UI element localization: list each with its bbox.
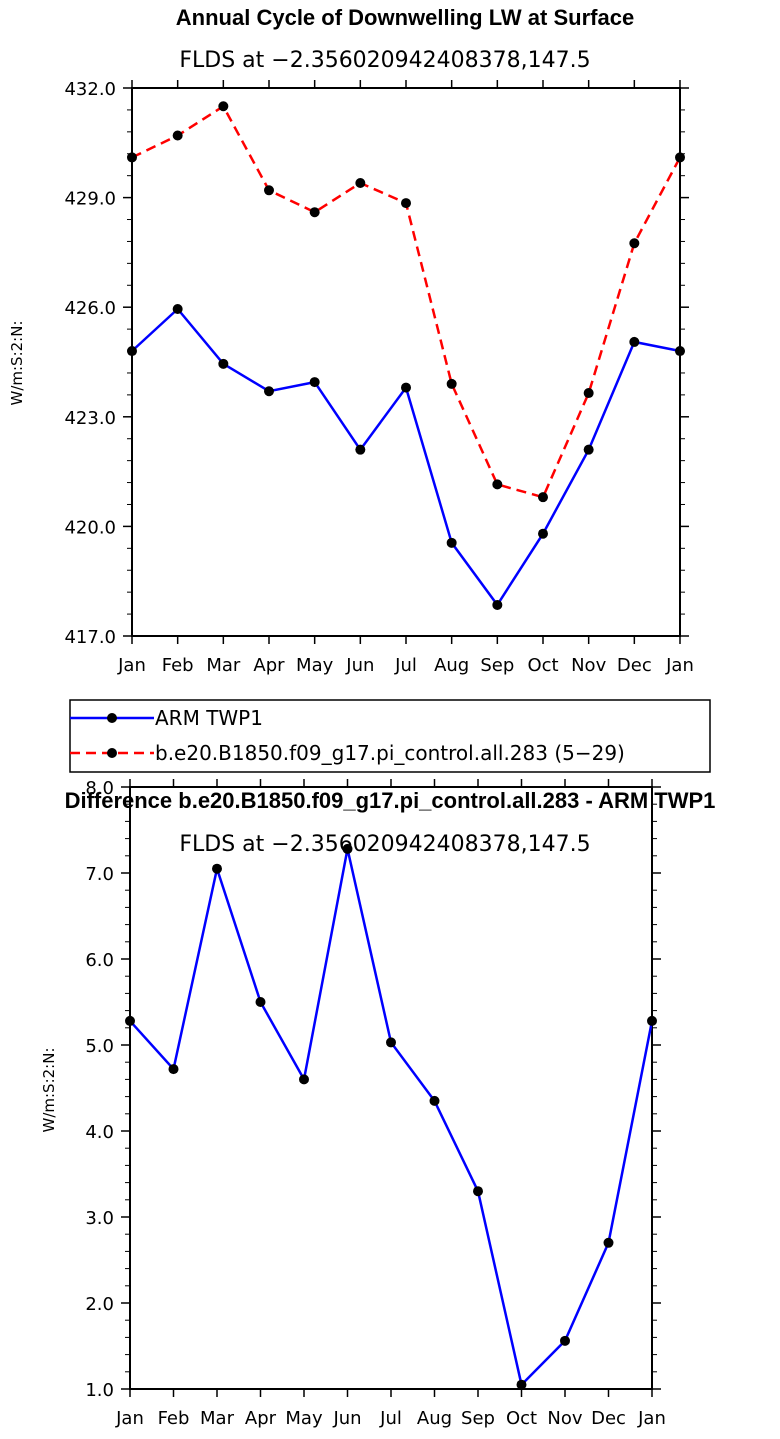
chart1-series-1-point — [218, 101, 229, 112]
chart2-xtick-label: Jan — [637, 1408, 666, 1429]
chart1-series-1-point — [675, 152, 685, 163]
chart2-series-0-point — [603, 1237, 614, 1248]
chart1-series-0-point — [218, 358, 229, 369]
chart2-title: Difference b.e20.B1850.f09_g17.pi_contro… — [65, 788, 716, 813]
chart2-ytick-label: 2.0 — [85, 1294, 114, 1315]
legend-label-model: b.e20.B1850.f09_g17.pi_control.all.283 (… — [155, 741, 625, 765]
chart1-series-0-point — [355, 444, 366, 455]
chart1-xtick-label: Jun — [345, 655, 374, 676]
chart1-series-0-point — [538, 528, 548, 539]
chart1-xtick-label: Apr — [253, 655, 285, 676]
chart1-xtick-label: Sep — [480, 655, 514, 676]
chart1-series-1-point — [127, 152, 137, 163]
chart1-xtick-label: Feb — [162, 655, 194, 676]
chart2-xtick-label: Aug — [417, 1408, 452, 1429]
chart1-series-1-point — [583, 388, 594, 399]
legend-label-arm: ARM TWP1 — [155, 706, 263, 730]
chart1-plot-frame — [131, 87, 681, 637]
chart1-series-0-point — [583, 444, 594, 455]
chart2-xtick-label: Feb — [158, 1408, 190, 1429]
chart2-ytick-label: 5.0 — [85, 1036, 114, 1057]
chart1-series-0-point — [127, 346, 137, 357]
chart1-ytick-label: 423.0 — [64, 408, 116, 429]
chart2-series-0-point — [168, 1064, 179, 1075]
chart2-subtitle: FLDS at −2.356020942408378,147.5 — [179, 832, 590, 857]
chart2-ytick-label: 3.0 — [85, 1208, 114, 1229]
chart1-xtick-label: May — [296, 655, 334, 676]
chart2-xtick-label: Nov — [547, 1408, 582, 1429]
chart2-series-0-point — [255, 997, 266, 1007]
chart2-ytick-label: 6.0 — [85, 950, 114, 971]
chart1-ytick-label: 429.0 — [64, 189, 116, 210]
legend-marker-model — [107, 748, 117, 758]
chart1-series-1-point — [355, 177, 366, 188]
chart1-series-0-point — [675, 346, 685, 357]
chart1-series-1-point — [629, 238, 640, 249]
chart2-ytick-label: 1.0 — [85, 1380, 114, 1401]
chart2-series-0-point — [647, 1015, 657, 1026]
chart2-series-0-point — [342, 843, 353, 854]
chart1-series-1-point — [309, 207, 320, 218]
chart1-series-line-0 — [131, 307, 681, 608]
chart1-series-1-point — [172, 130, 183, 141]
chart1-series-0-point — [309, 377, 320, 388]
chart1-series-1-point — [538, 492, 548, 503]
chart1-series-0-point — [172, 304, 183, 315]
chart2-xtick-label: Oct — [506, 1408, 537, 1429]
chart2-series-0-point — [299, 1074, 309, 1085]
chart1-ylabel: W/m:S:2:N: — [8, 321, 26, 406]
chart1-xtick-label: Nov — [571, 655, 606, 676]
chart1-series-1-point — [401, 198, 411, 209]
chart1-ytick-label: 417.0 — [64, 627, 116, 648]
chart1-series-1-point — [264, 185, 274, 196]
chart2-xtick-label: Dec — [591, 1408, 626, 1429]
chart2-series-0-point — [516, 1379, 527, 1390]
chart2-xtick-label: Mar — [200, 1408, 235, 1429]
chart1-xtick-label: Dec — [617, 655, 652, 676]
chart2-series-0-point — [386, 1037, 396, 1048]
chart2-xtick-label: Jun — [332, 1408, 361, 1429]
chart2-xtick-label: Apr — [245, 1408, 277, 1429]
chart1-series-0-point — [401, 382, 411, 393]
chart1-series-1-point — [446, 378, 457, 389]
chart2-plot-frame — [129, 786, 653, 1390]
chart1-ytick-label: 426.0 — [64, 298, 116, 319]
chart1-series-0-point — [446, 537, 457, 548]
chart2-ytick-label: 8.0 — [85, 778, 114, 799]
chart2-xtick-label: Sep — [461, 1408, 495, 1429]
chart1-xtick-label: Jul — [394, 655, 417, 676]
chart2-ylabel: W/m:S:2:N: — [40, 1048, 58, 1133]
chart1-series-line-1 — [131, 104, 682, 499]
legend: ARM TWP1 b.e20.B1850.f09_g17.pi_control.… — [69, 699, 711, 773]
chart2-series-0-point — [560, 1335, 570, 1346]
chart2-xtick-label: Jan — [115, 1408, 144, 1429]
chart1-title: Annual Cycle of Downwelling LW at Surfac… — [176, 5, 634, 30]
chart1-xtick-label: Oct — [527, 655, 558, 676]
chart2-xtick-label: Jul — [379, 1408, 402, 1429]
chart1-ytick-label: 432.0 — [64, 79, 116, 100]
chart1-ytick-label: 420.0 — [64, 517, 116, 538]
legend-box — [69, 699, 711, 773]
chart2-series-line-0 — [129, 848, 654, 1388]
chart1-series-0-point — [492, 599, 503, 610]
chart2-series-0-point — [473, 1186, 483, 1197]
chart1-subtitle: FLDS at −2.356020942408378,147.5 — [179, 48, 590, 73]
chart2-xtick-label: May — [285, 1408, 323, 1429]
chart1-xtick-label: Mar — [206, 655, 241, 676]
chart1-xtick-label: Jan — [117, 655, 146, 676]
chart2-ytick-label: 4.0 — [85, 1122, 114, 1143]
chart1-xtick-label: Jan — [665, 655, 694, 676]
chart2-ytick-label: 7.0 — [85, 864, 114, 885]
chart1-xtick-label: Aug — [434, 655, 469, 676]
chart2-series-0-point — [125, 1015, 135, 1026]
chart1-series-0-point — [264, 386, 274, 397]
legend-marker-arm — [107, 713, 117, 723]
chart1-series-0-point — [629, 336, 640, 347]
chart1-series-1-point — [492, 479, 503, 490]
chart2-series-0-point — [212, 863, 222, 874]
chart2-series-0-point — [429, 1095, 440, 1106]
